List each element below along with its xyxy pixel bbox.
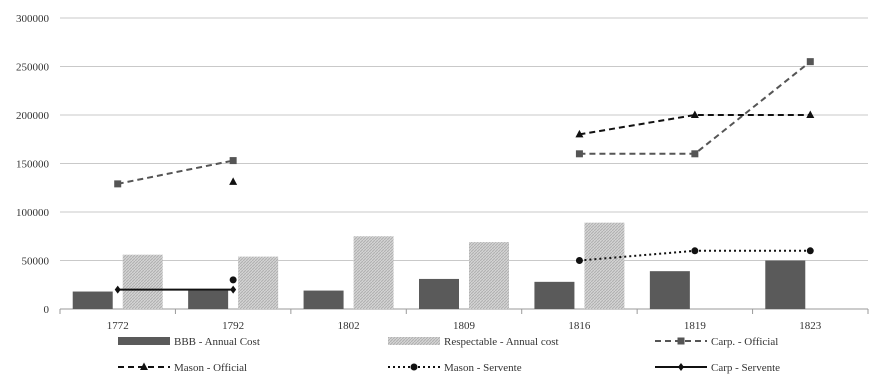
x-tick-label: 1792	[222, 320, 244, 332]
x-tick-label: 1816	[568, 320, 591, 332]
bar	[584, 222, 625, 309]
legend-label: Mason - Official	[174, 362, 247, 374]
bar	[353, 236, 394, 309]
point	[410, 363, 418, 371]
legend-item: Mason - Official	[118, 362, 247, 374]
x-tick-label: 1809	[453, 320, 476, 332]
y-axis: 0 50000 100000 150000 200000 250000 300000	[16, 13, 50, 316]
bar	[419, 278, 459, 309]
legend-label: Mason - Servente	[444, 362, 522, 374]
bar	[188, 290, 229, 309]
legend-item: BBB - Annual Cost	[118, 336, 260, 348]
legend-item: Respectable - Annual cost	[388, 336, 559, 348]
bar	[649, 271, 690, 309]
point	[806, 247, 814, 255]
point	[691, 247, 699, 255]
series-line	[117, 159, 234, 185]
point	[806, 110, 815, 118]
legend-item: Mason - Servente	[388, 362, 522, 374]
legend-label: Carp - Servente	[711, 362, 780, 374]
bar	[238, 256, 279, 309]
bar	[765, 260, 806, 309]
point	[575, 129, 584, 138]
x-tick-label: 1772	[107, 320, 129, 332]
series-line	[579, 60, 811, 155]
x-axis: 1772 1792 1802 1809 1816 1819 1823	[59, 309, 869, 332]
lines	[114, 58, 815, 294]
bar	[469, 242, 509, 309]
point	[678, 363, 684, 371]
bar	[303, 290, 344, 309]
legend-label: Respectable - Annual cost	[444, 336, 559, 348]
y-tick-label: 250000	[16, 62, 50, 74]
legend-item: Carp. - Official	[655, 336, 778, 348]
point	[691, 150, 699, 158]
x-tick-label: 1802	[338, 320, 360, 332]
y-tick-label: 300000	[16, 13, 50, 25]
y-tick-label: 50000	[22, 256, 50, 268]
legend-label: Carp. - Official	[711, 336, 778, 348]
y-tick-label: 100000	[16, 207, 50, 219]
point	[230, 285, 237, 294]
bar	[72, 291, 113, 309]
y-tick-label: 150000	[16, 159, 50, 171]
legend-swatch	[118, 337, 170, 345]
legend-item: Carp - Servente	[655, 362, 780, 374]
point	[575, 257, 583, 264]
point	[114, 285, 121, 294]
legend-swatch	[388, 337, 440, 345]
point	[229, 276, 237, 284]
point	[677, 337, 685, 345]
series-line	[579, 114, 811, 136]
point	[806, 58, 814, 66]
y-tick-label: 0	[44, 304, 50, 316]
bar	[122, 254, 163, 309]
x-tick-label: 1823	[799, 320, 822, 332]
point	[114, 180, 122, 188]
y-tick-label: 200000	[16, 110, 50, 122]
legend: BBB - Annual Cost Respectable - Annual co…	[118, 336, 780, 374]
point	[140, 362, 148, 370]
point	[690, 110, 699, 118]
grid-lines	[60, 17, 868, 310]
x-tick-label: 1819	[684, 320, 707, 332]
point	[575, 150, 583, 158]
bar	[534, 281, 575, 309]
legend-label: BBB - Annual Cost	[174, 336, 260, 348]
point	[229, 157, 237, 165]
point	[229, 177, 238, 185]
bars	[72, 222, 806, 309]
